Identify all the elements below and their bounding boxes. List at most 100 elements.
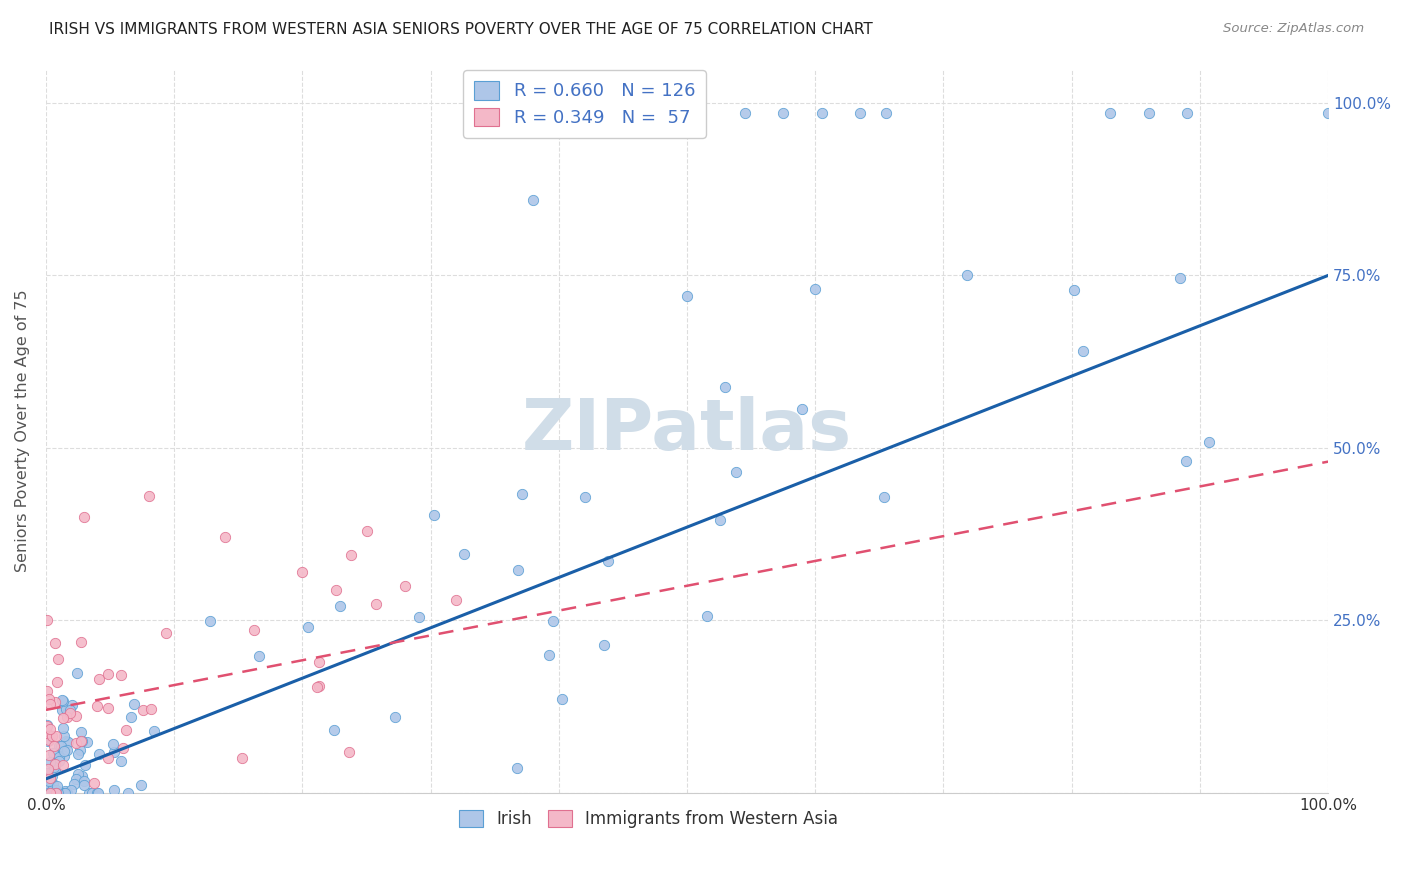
Point: [97, 667, 120, 681]
Point: [37, 783, 59, 797]
Point: [37, 719, 59, 733]
Point: [790, 402, 813, 417]
Point: [366, 597, 388, 611]
Point: [231, 751, 253, 765]
Point: [676, 289, 699, 303]
Point: [52, 711, 75, 725]
Point: [86, 698, 108, 713]
Point: [56, 786, 79, 800]
Point: [97, 700, 120, 714]
Point: [129, 778, 152, 792]
Point: [45, 786, 67, 800]
Point: [53, 749, 76, 764]
Point: [142, 723, 165, 738]
Point: [44, 739, 66, 753]
Point: [155, 626, 177, 640]
Point: [1175, 106, 1198, 120]
Point: [408, 610, 430, 624]
Point: [73, 509, 96, 524]
Point: [512, 487, 534, 501]
Point: [37, 762, 59, 776]
Point: [37, 684, 59, 698]
Point: [55, 733, 77, 747]
Point: [39, 771, 62, 785]
Point: [956, 268, 979, 283]
Point: [1137, 106, 1160, 120]
Point: [714, 380, 737, 394]
Point: [37, 786, 59, 800]
Point: [38, 747, 60, 762]
Point: [89, 747, 111, 761]
Point: [41, 729, 63, 743]
Point: [122, 697, 145, 711]
Point: [423, 508, 446, 522]
Point: [308, 655, 330, 669]
Point: [849, 106, 872, 120]
Point: [337, 745, 360, 759]
Point: [46, 786, 69, 800]
Point: [69, 725, 91, 739]
Point: [132, 703, 155, 717]
Point: [453, 547, 475, 561]
Point: [44, 636, 66, 650]
Point: [42, 777, 65, 791]
Point: [506, 563, 529, 577]
Point: [110, 667, 132, 681]
Point: [138, 489, 160, 503]
Point: [52, 786, 75, 800]
Point: [52, 758, 75, 772]
Point: [46, 786, 69, 800]
Point: [1198, 434, 1220, 449]
Point: [37, 780, 59, 794]
Point: [356, 524, 378, 538]
Point: [38, 773, 60, 788]
Point: [45, 786, 67, 800]
Point: [596, 554, 619, 568]
Point: [394, 579, 416, 593]
Point: [56, 704, 79, 718]
Point: [66, 665, 89, 680]
Point: [65, 736, 87, 750]
Text: ZIPatlas: ZIPatlas: [522, 396, 852, 465]
Point: [73, 779, 96, 793]
Point: [67, 747, 90, 761]
Point: [522, 193, 544, 207]
Point: [52, 744, 75, 758]
Y-axis label: Seniors Poverty Over the Age of 75: Seniors Poverty Over the Age of 75: [15, 289, 30, 572]
Point: [804, 282, 827, 296]
Point: [51, 703, 73, 717]
Point: [297, 620, 319, 634]
Point: [1071, 343, 1094, 358]
Legend: Irish, Immigrants from Western Asia: Irish, Immigrants from Western Asia: [453, 804, 845, 835]
Point: [39, 786, 62, 800]
Point: [110, 754, 132, 768]
Point: [80, 786, 103, 800]
Point: [53, 786, 76, 800]
Text: IRISH VS IMMIGRANTS FROM WESTERN ASIA SENIORS POVERTY OVER THE AGE OF 75 CORRELA: IRISH VS IMMIGRANTS FROM WESTERN ASIA SE…: [49, 22, 873, 37]
Point: [73, 774, 96, 789]
Point: [1174, 454, 1197, 468]
Point: [198, 614, 221, 628]
Point: [39, 755, 62, 769]
Point: [44, 755, 66, 769]
Point: [810, 106, 832, 120]
Point: [44, 695, 66, 709]
Point: [329, 599, 352, 613]
Point: [291, 565, 314, 579]
Point: [384, 709, 406, 723]
Point: [305, 681, 328, 695]
Point: [58, 735, 80, 749]
Point: [37, 725, 59, 739]
Point: [56, 710, 79, 724]
Point: [70, 733, 93, 747]
Point: [41, 769, 63, 783]
Point: [45, 786, 67, 800]
Point: [83, 776, 105, 790]
Point: [87, 672, 110, 686]
Point: [53, 783, 76, 797]
Point: [51, 786, 73, 800]
Point: [87, 786, 110, 800]
Point: [120, 710, 142, 724]
Point: [340, 548, 363, 562]
Point: [59, 703, 82, 717]
